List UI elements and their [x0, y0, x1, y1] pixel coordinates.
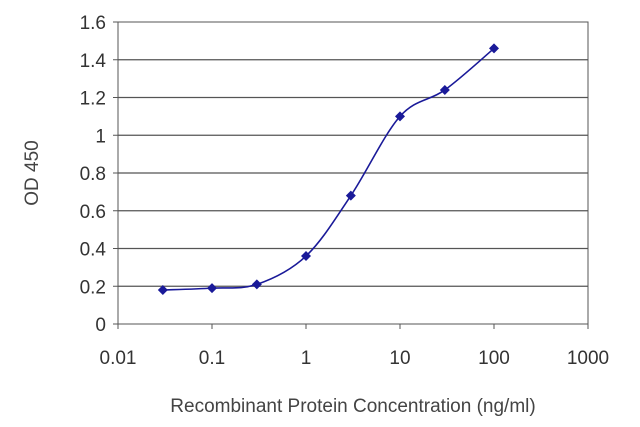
- x-tick-labels: 0.01 0.1 1 10 100 1000: [100, 324, 609, 369]
- y-tick-label: 0: [95, 315, 106, 336]
- y-tick-label: 0.8: [80, 164, 106, 185]
- x-tick-label: 0.1: [199, 348, 225, 369]
- y-tick-label: 1: [95, 126, 106, 147]
- data-point: [301, 251, 311, 262]
- x-tick-label: 1: [301, 348, 312, 369]
- data-point: [439, 84, 450, 95]
- y-tick-label: 0.6: [80, 202, 106, 223]
- series-group: [157, 43, 499, 296]
- data-point: [251, 279, 262, 290]
- data-point: [207, 283, 217, 294]
- y-tick-label: 0.2: [80, 277, 106, 298]
- y-tick-label: 1.4: [80, 51, 107, 72]
- data-point: [489, 43, 499, 54]
- data-point: [345, 190, 356, 201]
- y-axis-title: OD 450: [22, 140, 43, 205]
- x-tick-label: 1000: [567, 348, 609, 369]
- y-tick-label: 0.4: [80, 240, 107, 261]
- y-tick-label: 1.2: [80, 89, 106, 110]
- data-point: [395, 111, 405, 122]
- y-tick-labels: 0 0.2 0.4 0.6 0.8 1 1.2 1.4 1.6: [80, 13, 118, 336]
- x-tick-label: 0.01: [100, 348, 137, 369]
- y-tick-label: 1.6: [80, 13, 106, 34]
- gridlines: [118, 59, 588, 287]
- x-tick-label: 100: [478, 348, 510, 369]
- data-point: [157, 285, 168, 296]
- x-tick-label: 10: [389, 348, 410, 369]
- x-axis-title: Recombinant Protein Concentration (ng/ml…: [170, 396, 535, 417]
